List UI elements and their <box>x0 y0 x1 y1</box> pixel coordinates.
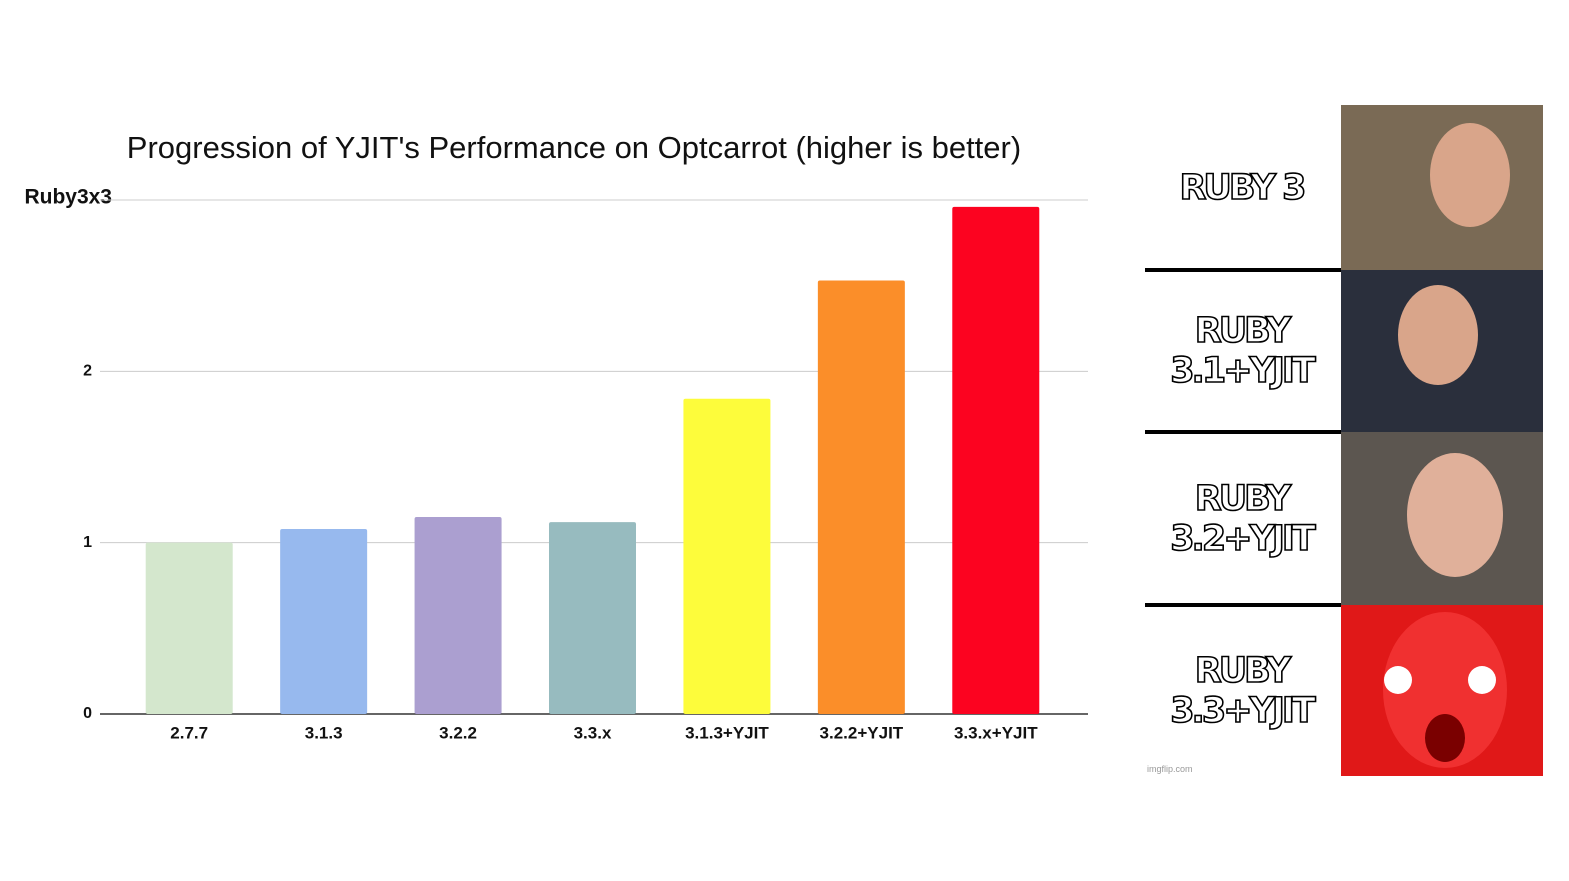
meme-caption: RUBY 3 <box>1179 167 1308 209</box>
bar <box>280 528 368 714</box>
chart-title: Progression of YJIT's Performance on Opt… <box>127 130 1021 165</box>
bar <box>683 398 771 714</box>
y-tick-label: 0 <box>83 705 92 722</box>
y-tick-label: 2 <box>83 363 92 380</box>
bar <box>817 280 905 714</box>
meme-eye <box>1384 666 1412 694</box>
meme-face <box>1430 123 1510 227</box>
bar <box>414 516 502 714</box>
watermark: imgflip.com <box>1147 764 1193 774</box>
meme-caption: RUBY 3.2+YJIT <box>1169 478 1316 560</box>
bar <box>549 522 636 714</box>
meme-face <box>1398 285 1478 385</box>
meme-face <box>1383 612 1507 768</box>
bar <box>952 206 1040 714</box>
meme-images <box>1145 105 1543 776</box>
bar <box>145 542 233 714</box>
meme-caption: RUBY 3.1+YJIT <box>1169 310 1316 392</box>
x-tick-label: 3.1.3 <box>305 723 343 742</box>
x-tick-label: 2.7.7 <box>170 723 208 742</box>
x-tick-label: 3.2.2 <box>439 723 477 742</box>
y-tick-label: Ruby3x3 <box>24 186 112 209</box>
x-tick-label: 3.2.2+YJIT <box>820 723 904 742</box>
x-tick-label: 3.1.3+YJIT <box>685 723 769 742</box>
x-tick-label: 3.3.x+YJIT <box>954 723 1038 742</box>
meme-eye <box>1468 666 1496 694</box>
y-tick-label: 1 <box>83 534 92 551</box>
meme-caption: RUBY 3.3+YJIT <box>1169 650 1316 732</box>
meme-face <box>1407 453 1503 577</box>
x-tick-label: 3.3.x <box>574 723 612 742</box>
meme-mouth <box>1425 714 1465 762</box>
